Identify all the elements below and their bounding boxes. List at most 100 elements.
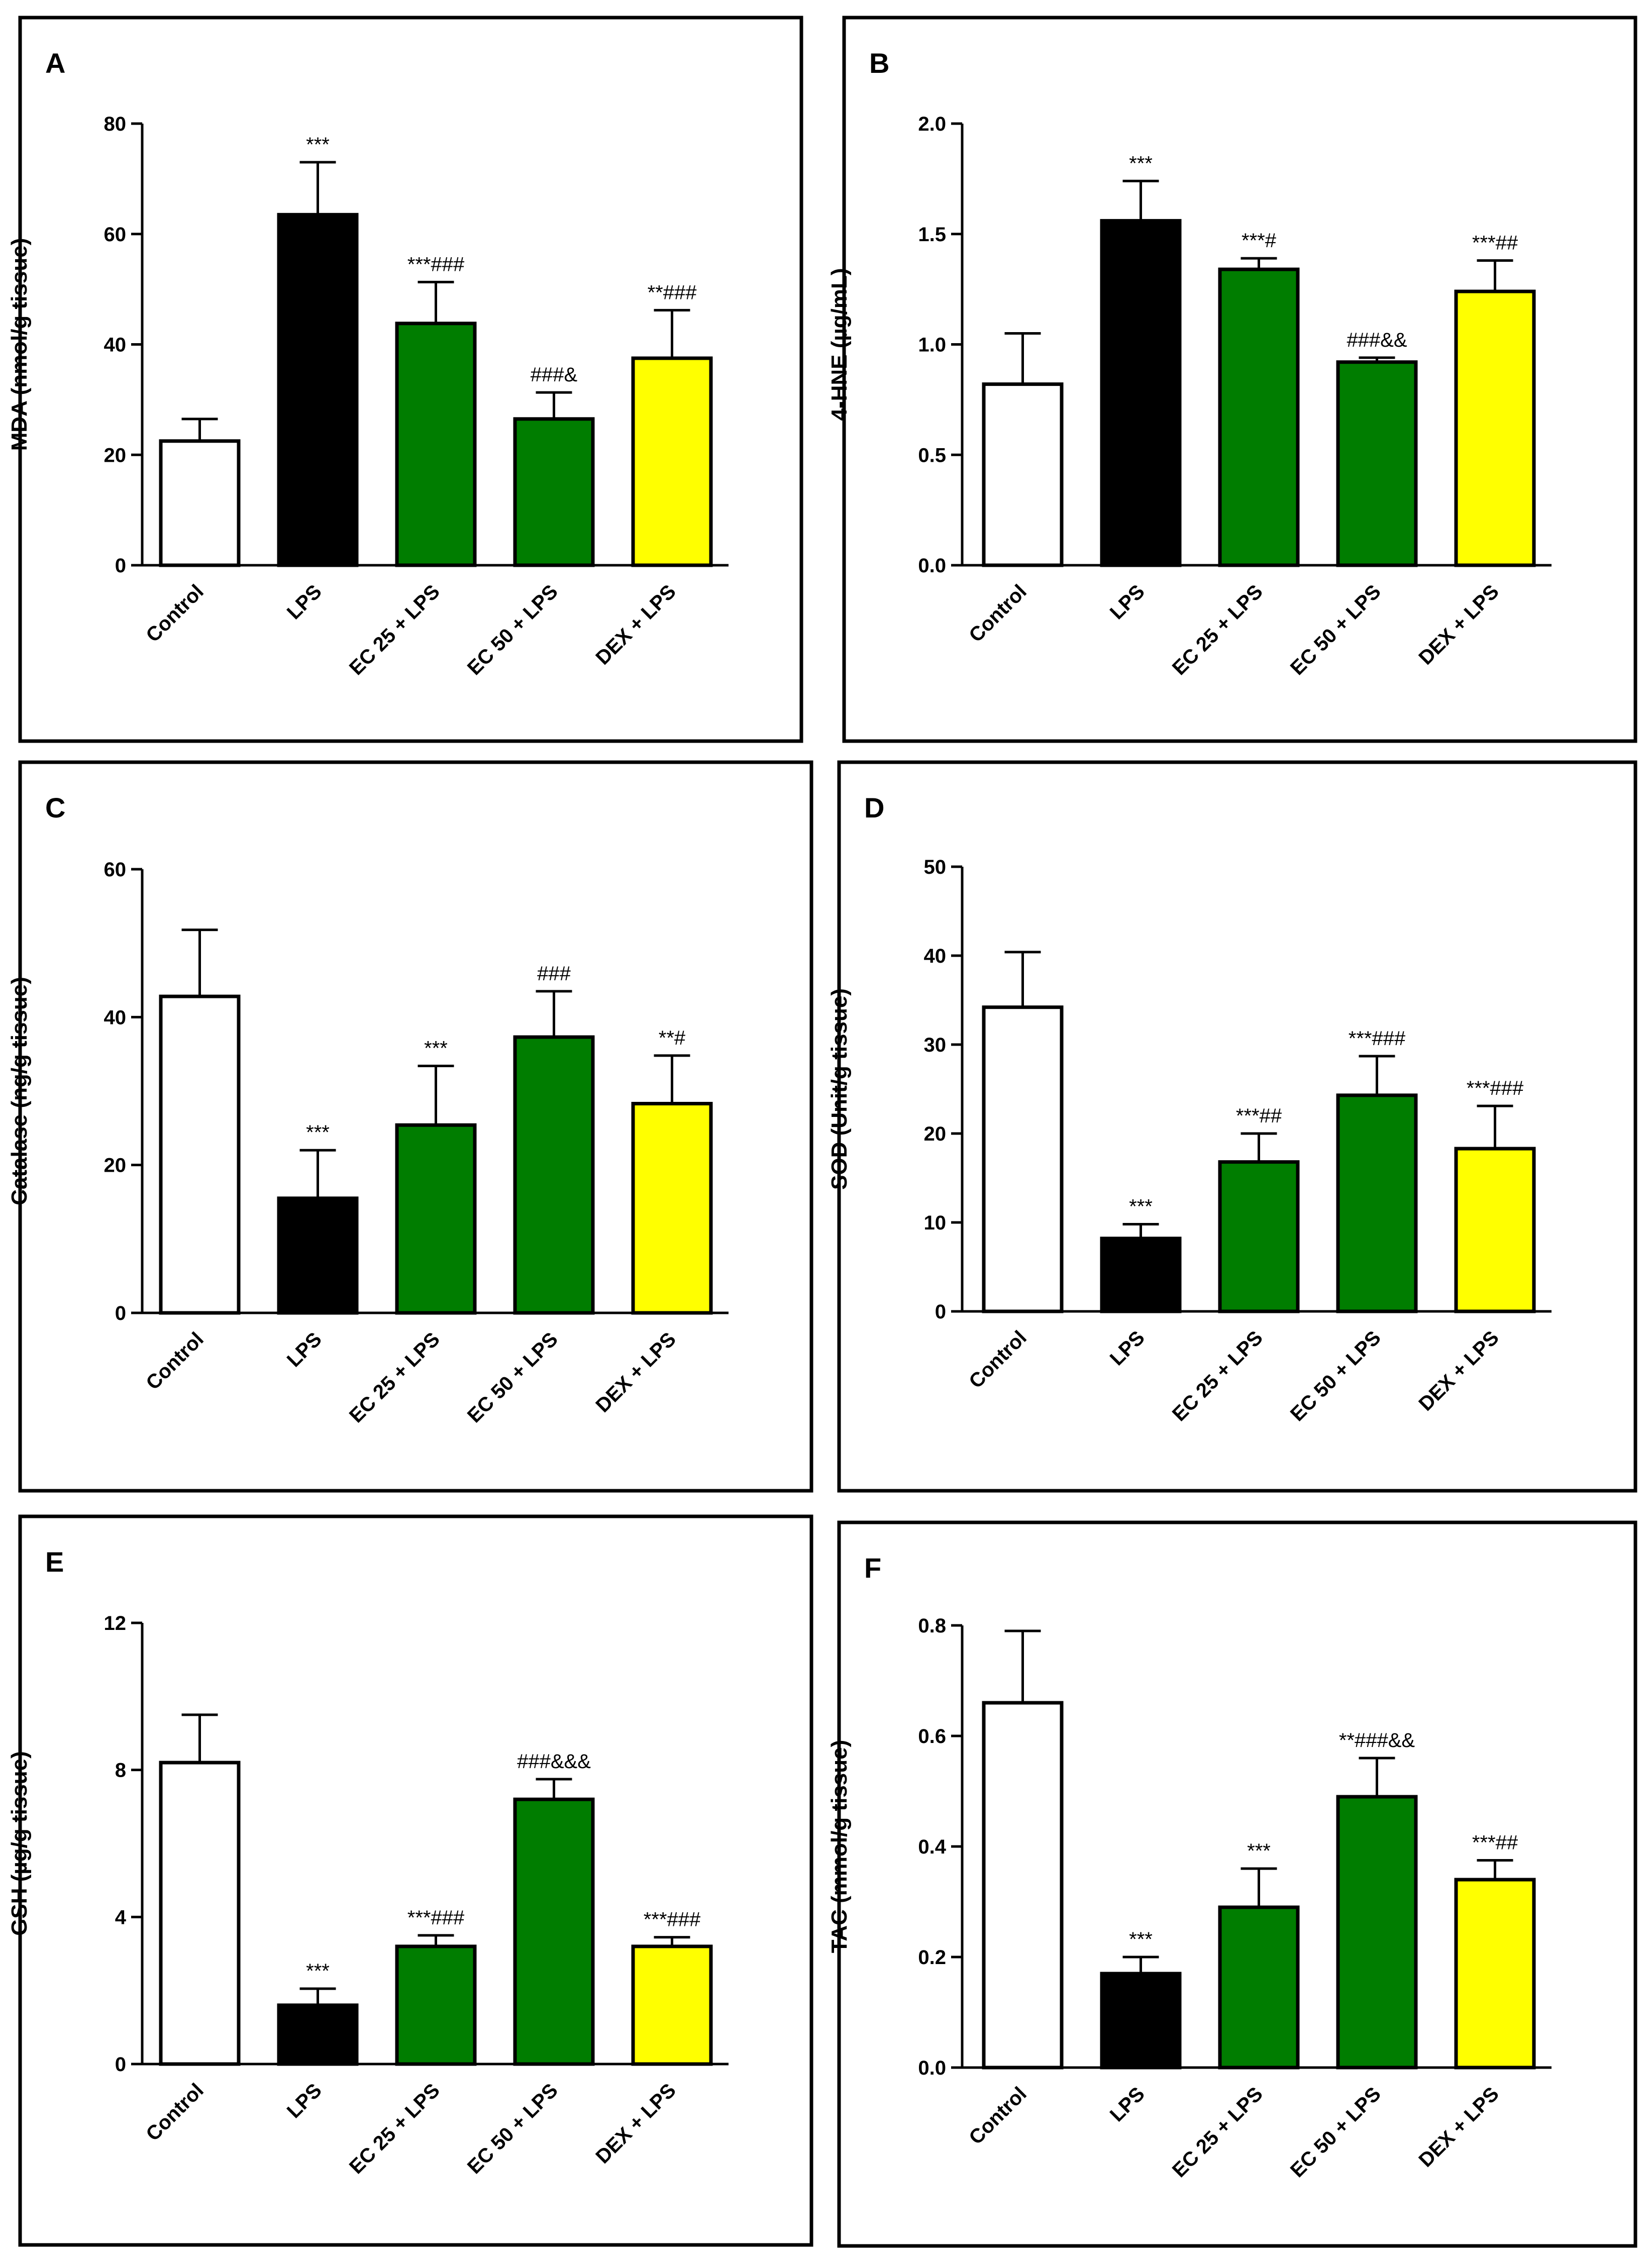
bar-ec-50-lps bbox=[513, 1035, 595, 1315]
y-tick-label: 20 bbox=[924, 1123, 947, 1145]
y-axis-title: Catalase (ng/g tissue) bbox=[7, 977, 32, 1205]
y-axis-title: SOD (Unit/g tissue) bbox=[827, 988, 852, 1190]
panel-label: B bbox=[869, 47, 889, 79]
x-tick-label: LPS bbox=[1106, 580, 1149, 624]
y-tick-label: 40 bbox=[924, 945, 947, 967]
x-tick-label: DEX + LPS bbox=[591, 2079, 680, 2168]
significance-label: *** bbox=[424, 1037, 448, 1059]
x-tick-label: EC 50 + LPS bbox=[1286, 1326, 1385, 1425]
bar-lps bbox=[1100, 1237, 1182, 1313]
panel-label: D bbox=[864, 792, 884, 824]
x-tick-label: DEX + LPS bbox=[1414, 2083, 1503, 2172]
significance-label: *** bbox=[1129, 1928, 1153, 1950]
bar-lps bbox=[1100, 219, 1182, 567]
y-tick-label: 50 bbox=[924, 856, 947, 878]
bar-ec-50-lps bbox=[513, 417, 595, 567]
significance-label: ###&&& bbox=[517, 1751, 591, 1773]
significance-label: *** bbox=[306, 1121, 330, 1144]
significance-label: ***### bbox=[407, 1907, 465, 1929]
bar-ec-25-lps bbox=[395, 1944, 477, 2066]
y-tick-label: 0.5 bbox=[918, 444, 946, 466]
bar-ec-50-lps bbox=[513, 1797, 595, 2066]
significance-label: ***### bbox=[407, 253, 465, 275]
bar-lps bbox=[277, 213, 359, 567]
significance-label: ***## bbox=[1472, 1832, 1518, 1854]
y-tick-label: 20 bbox=[104, 444, 127, 466]
bar-ec-50-lps bbox=[1336, 1795, 1418, 2070]
x-tick-label: DEX + LPS bbox=[591, 580, 680, 669]
x-tick-label: DEX + LPS bbox=[1414, 580, 1503, 669]
y-axis-title: GSH (µg/g tissue) bbox=[7, 1751, 32, 1936]
significance-label: ***### bbox=[1467, 1077, 1524, 1099]
y-tick-label: 40 bbox=[104, 334, 127, 356]
y-tick-label: 1.5 bbox=[918, 224, 946, 246]
x-tick-label: EC 25 + LPS bbox=[345, 1328, 444, 1427]
y-tick-label: 80 bbox=[104, 113, 127, 135]
y-tick-label: 0.0 bbox=[918, 555, 946, 577]
x-tick-label: LPS bbox=[283, 1328, 326, 1371]
significance-label: ***# bbox=[1242, 230, 1277, 252]
x-tick-label: DEX + LPS bbox=[591, 1328, 680, 1417]
y-tick-label: 20 bbox=[104, 1155, 127, 1177]
significance-label: *** bbox=[1247, 1840, 1271, 1862]
x-tick-label: Control bbox=[965, 1326, 1031, 1393]
panel-frame bbox=[18, 1514, 813, 2247]
y-axis-title: TAC (mmol/g tissue) bbox=[827, 1740, 852, 1954]
x-tick-label: Control bbox=[965, 2083, 1031, 2149]
x-tick-label: Control bbox=[965, 580, 1031, 647]
bar-lps bbox=[277, 2003, 359, 2066]
panel-a: A 0 20 40 60 80 MDA (nmol/g tissue) Control *** L… bbox=[7, 16, 803, 743]
x-tick-label: EC 25 + LPS bbox=[1168, 2083, 1267, 2182]
significance-label: *** bbox=[1129, 1196, 1153, 1218]
x-tick-label: EC 50 + LPS bbox=[1286, 2083, 1385, 2182]
x-tick-label: Control bbox=[142, 1328, 208, 1394]
x-tick-label: EC 25 + LPS bbox=[1168, 580, 1267, 679]
bar-control bbox=[982, 382, 1064, 567]
x-tick-label: EC 25 + LPS bbox=[345, 2079, 444, 2178]
x-tick-label: LPS bbox=[1106, 2083, 1149, 2126]
x-tick-label: EC 50 + LPS bbox=[463, 580, 562, 679]
panel-frame bbox=[18, 760, 813, 1493]
significance-label: ***### bbox=[644, 1909, 701, 1931]
bar-ec-25-lps bbox=[1218, 1905, 1300, 2070]
x-tick-label: EC 25 + LPS bbox=[345, 580, 444, 679]
bar-dex-lps bbox=[1454, 289, 1536, 567]
y-tick-label: 0.2 bbox=[918, 1946, 946, 1969]
bar-ec-25-lps bbox=[1218, 267, 1300, 567]
y-tick-label: 60 bbox=[104, 224, 127, 246]
significance-label: *** bbox=[1129, 152, 1153, 174]
bar-dex-lps bbox=[1454, 1147, 1536, 1313]
significance-label: **### bbox=[648, 281, 697, 303]
x-tick-label: EC 50 + LPS bbox=[463, 1328, 562, 1427]
bar-ec-50-lps bbox=[1336, 1093, 1418, 1313]
bar-control bbox=[982, 1701, 1064, 2070]
x-tick-label: LPS bbox=[283, 2079, 326, 2122]
significance-label: ###&& bbox=[1347, 329, 1407, 351]
significance-label: **###&& bbox=[1339, 1729, 1415, 1752]
y-tick-label: 1.0 bbox=[918, 334, 946, 356]
y-tick-label: 0 bbox=[115, 555, 126, 577]
x-tick-label: Control bbox=[142, 2079, 208, 2145]
y-tick-label: 0.8 bbox=[918, 1615, 946, 1637]
panel-c: C 0 20 40 60 Catalase (ng/g tissue) Control ***… bbox=[7, 760, 813, 1493]
panel-e: E 0 4 8 12 GSH (µg/g tissue) Control *** LPS ***#… bbox=[7, 1514, 813, 2247]
y-tick-label: 10 bbox=[924, 1212, 947, 1234]
y-tick-label: 0.4 bbox=[918, 1836, 946, 1858]
bar-control bbox=[159, 994, 241, 1315]
x-tick-label: DEX + LPS bbox=[1414, 1326, 1503, 1415]
significance-label: ***## bbox=[1236, 1105, 1282, 1127]
panel-f: F 0.0 0.2 0.4 0.6 0.8 TAC (mmol/g tissue) Contr… bbox=[827, 1520, 1637, 2248]
y-tick-label: 8 bbox=[115, 1760, 126, 1782]
bar-control bbox=[159, 1761, 241, 2066]
bar-lps bbox=[277, 1196, 359, 1315]
x-tick-label: LPS bbox=[1106, 1326, 1149, 1370]
bar-ec-25-lps bbox=[395, 322, 477, 567]
y-tick-label: 0.6 bbox=[918, 1725, 946, 1748]
bar-ec-50-lps bbox=[1336, 360, 1418, 567]
panel-frame bbox=[842, 16, 1637, 743]
y-tick-label: 2.0 bbox=[918, 113, 946, 135]
bar-lps bbox=[1100, 1972, 1182, 2070]
bar-dex-lps bbox=[631, 1944, 713, 2066]
y-tick-label: 0 bbox=[115, 1302, 126, 1324]
